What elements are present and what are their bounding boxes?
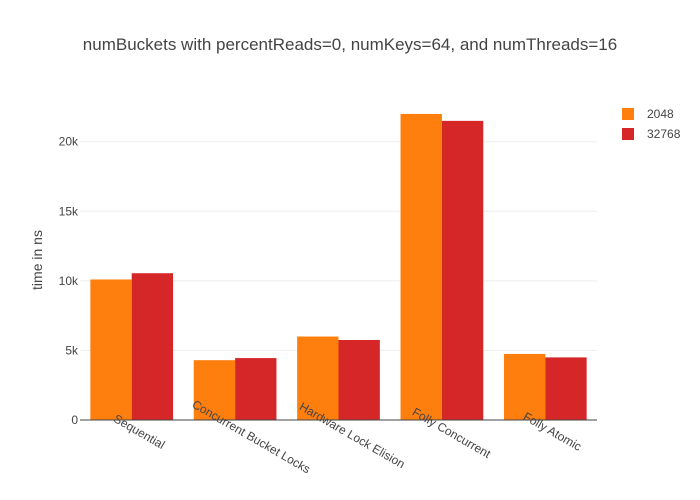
y-tick-label: 20k bbox=[59, 135, 79, 149]
bar-32768-4[interactable] bbox=[545, 357, 587, 420]
bars bbox=[90, 113, 587, 421]
y-axis-ticks: 0 5k 10k 15k 20k bbox=[59, 135, 79, 427]
bar-32768-1[interactable] bbox=[235, 358, 277, 420]
bar-32768-0[interactable] bbox=[131, 273, 174, 420]
legend-swatch[interactable] bbox=[622, 128, 634, 140]
bar-32768-2[interactable] bbox=[338, 340, 380, 420]
y-tick-label: 5k bbox=[65, 343, 79, 357]
y-tick-label: 15k bbox=[59, 204, 79, 218]
legend[interactable]: 2048 32768 bbox=[622, 107, 681, 141]
bar-2048-3[interactable] bbox=[400, 113, 442, 421]
bar-2048-0[interactable] bbox=[90, 279, 132, 420]
bar-2048-2[interactable] bbox=[297, 336, 339, 420]
y-tick-label: 10k bbox=[59, 274, 79, 288]
y-tick-label: 0 bbox=[71, 413, 78, 427]
y-axis-title: time in ns bbox=[29, 230, 45, 290]
bar-32768-3[interactable] bbox=[441, 120, 484, 420]
legend-swatch[interactable] bbox=[622, 108, 634, 120]
bar-2048-4[interactable] bbox=[503, 353, 546, 420]
legend-label[interactable]: 32768 bbox=[647, 127, 681, 141]
bar-2048-1[interactable] bbox=[193, 360, 236, 420]
chart-title: numBuckets with percentReads=0, numKeys=… bbox=[83, 35, 617, 54]
legend-label[interactable]: 2048 bbox=[647, 107, 674, 121]
